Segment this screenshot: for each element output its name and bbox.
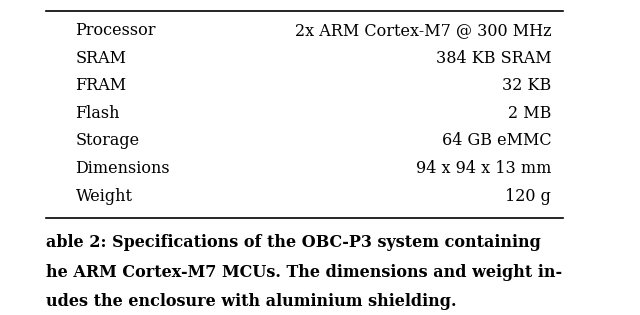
Text: Dimensions: Dimensions — [76, 160, 170, 177]
Text: Flash: Flash — [76, 105, 120, 122]
Text: Weight: Weight — [76, 188, 132, 205]
Text: udes the enclosure with aluminium shielding.: udes the enclosure with aluminium shield… — [47, 293, 457, 310]
Text: SRAM: SRAM — [76, 49, 127, 66]
Text: 64 GB eMMC: 64 GB eMMC — [442, 132, 551, 149]
Text: 120 g: 120 g — [506, 188, 551, 205]
Text: 2x ARM Cortex-M7 @ 300 MHz: 2x ARM Cortex-M7 @ 300 MHz — [294, 22, 551, 39]
Text: 94 x 94 x 13 mm: 94 x 94 x 13 mm — [416, 160, 551, 177]
Text: FRAM: FRAM — [76, 77, 127, 94]
Text: 2 MB: 2 MB — [508, 105, 551, 122]
Text: 384 KB SRAM: 384 KB SRAM — [436, 49, 551, 66]
Text: 32 KB: 32 KB — [502, 77, 551, 94]
Text: Storage: Storage — [76, 132, 140, 149]
Text: Processor: Processor — [76, 22, 156, 39]
Text: he ARM Cortex-M7 MCUs. The dimensions and weight in-: he ARM Cortex-M7 MCUs. The dimensions an… — [47, 264, 563, 281]
Text: able 2: Specifications of the OBC-P3 system containing: able 2: Specifications of the OBC-P3 sys… — [47, 234, 541, 251]
